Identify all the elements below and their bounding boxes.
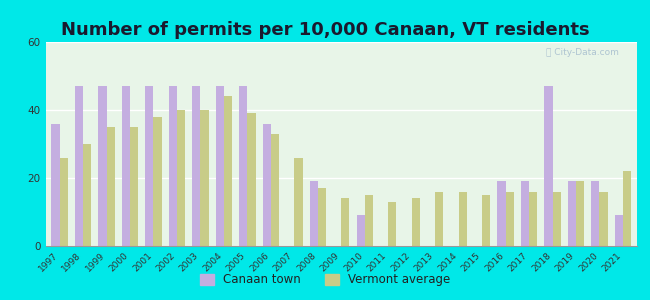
Bar xyxy=(497,182,506,246)
Bar xyxy=(552,192,561,246)
Bar xyxy=(356,215,365,246)
Bar xyxy=(599,192,608,246)
Bar xyxy=(192,86,200,246)
Bar xyxy=(623,171,631,246)
Legend: Canaan town, Vermont average: Canaan town, Vermont average xyxy=(195,269,455,291)
Bar xyxy=(107,127,115,246)
Bar xyxy=(365,195,373,246)
Bar xyxy=(200,110,209,246)
Bar xyxy=(177,110,185,246)
Bar xyxy=(294,158,302,246)
Bar xyxy=(521,182,529,246)
Bar xyxy=(263,124,271,246)
Bar xyxy=(83,144,91,246)
Bar xyxy=(435,192,443,246)
Bar xyxy=(60,158,68,246)
Bar xyxy=(576,182,584,246)
Bar xyxy=(216,86,224,246)
Bar xyxy=(482,195,490,246)
Bar xyxy=(544,86,552,246)
Bar xyxy=(318,188,326,246)
Bar xyxy=(239,86,248,246)
Bar xyxy=(51,124,60,246)
Bar xyxy=(341,198,350,246)
Bar xyxy=(224,96,232,246)
Bar xyxy=(592,182,599,246)
Bar xyxy=(248,113,255,246)
Bar xyxy=(271,134,279,246)
Bar xyxy=(615,215,623,246)
Bar xyxy=(169,86,177,246)
Bar xyxy=(98,86,107,246)
Text: ⓘ City-Data.com: ⓘ City-Data.com xyxy=(547,48,619,57)
Bar xyxy=(309,182,318,246)
Bar xyxy=(130,127,138,246)
Bar xyxy=(529,192,538,246)
Bar xyxy=(75,86,83,246)
Bar xyxy=(459,192,467,246)
Bar xyxy=(153,117,162,246)
Bar xyxy=(567,182,576,246)
Bar xyxy=(122,86,130,246)
Bar xyxy=(506,192,514,246)
Bar xyxy=(145,86,153,246)
Bar xyxy=(388,202,396,246)
Bar xyxy=(411,198,420,246)
Text: Number of permits per 10,000 Canaan, VT residents: Number of permits per 10,000 Canaan, VT … xyxy=(60,21,590,39)
